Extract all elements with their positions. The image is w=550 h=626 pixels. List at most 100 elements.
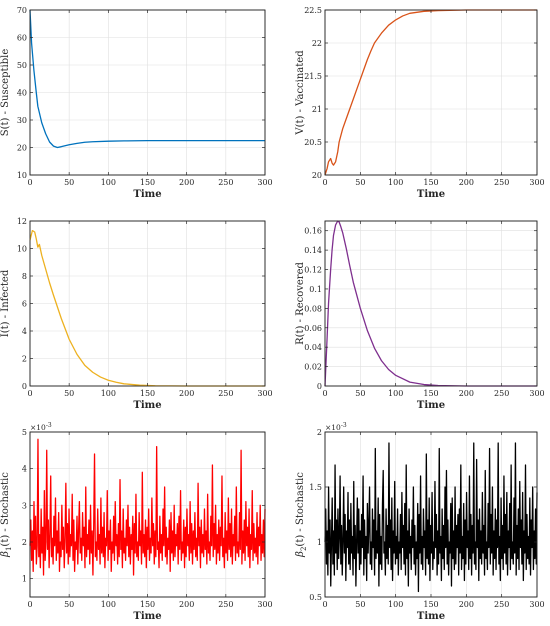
x-axis-label: Time xyxy=(133,611,161,622)
x-tick-label: 300 xyxy=(529,178,544,187)
y-axis-label: R(t) - Recovered xyxy=(295,261,306,344)
x-tick-label: 150 xyxy=(140,178,155,187)
y-tick-label: 4 xyxy=(22,327,27,336)
chart-panel-2: 0 50 100 150 200 250 300 20 20.5 21 21.5 22 22.5 Time… xyxy=(295,6,545,200)
x-axis-label: Time xyxy=(417,189,445,200)
x-tick-label: 300 xyxy=(257,389,272,398)
y-tick-label: 20 xyxy=(17,144,27,153)
x-axis-label: Time xyxy=(133,189,161,200)
y-tick-label: 20.5 xyxy=(304,138,322,147)
x-tick-label: 200 xyxy=(179,600,194,609)
x-tick-label: 250 xyxy=(218,178,233,187)
x-tick-label: 200 xyxy=(459,389,474,398)
y-tick-label: 0 xyxy=(22,382,27,391)
y-label-subscript: 1 xyxy=(5,547,13,551)
y-tick-label: 1 xyxy=(317,538,322,547)
series-line-1 xyxy=(29,9,265,149)
y-tick-label: 8 xyxy=(22,272,27,281)
y-tick-label: 2 xyxy=(317,428,322,437)
y-axis-label: β1(t) - Stochastic xyxy=(0,472,13,558)
y-tick-label: 0.5 xyxy=(309,593,322,602)
series-line-1 xyxy=(324,442,538,593)
x-tick-label: 0 xyxy=(322,600,327,609)
x-tick-label: 250 xyxy=(494,178,509,187)
x-tick-label: 0 xyxy=(322,178,327,187)
series-line-1 xyxy=(324,220,537,387)
x-tick-label: 250 xyxy=(494,389,509,398)
x-tick-label: 150 xyxy=(423,389,438,398)
x-tick-label: 50 xyxy=(64,389,74,398)
x-tick-label: 150 xyxy=(423,600,438,609)
x-tick-label: 50 xyxy=(355,178,365,187)
x-tick-label: 300 xyxy=(529,600,544,609)
y-tick-label: 1.5 xyxy=(309,483,322,492)
y-tick-label: 1 xyxy=(22,575,27,584)
x-tick-label: 50 xyxy=(355,389,365,398)
series-line-1 xyxy=(324,9,537,176)
y-tick-label: 0.08 xyxy=(304,304,322,313)
x-tick-label: 300 xyxy=(257,178,272,187)
y-tick-label: 10 xyxy=(17,245,27,254)
x-tick-label: 100 xyxy=(101,389,116,398)
y-tick-label: 21 xyxy=(312,105,322,114)
y-tick-label: 20 xyxy=(312,171,322,180)
y-tick-label: 0.12 xyxy=(304,266,322,275)
x-tick-label: 0 xyxy=(322,389,327,398)
y-exponent-label: ×10-3 xyxy=(325,422,347,432)
x-tick-label: 100 xyxy=(101,178,116,187)
exponent-base: ×10 xyxy=(30,423,46,432)
y-tick-label: 22.5 xyxy=(304,6,322,15)
y-tick-label: 2 xyxy=(22,355,27,364)
series-line-1 xyxy=(29,229,265,387)
y-axis-label: β2(t) - Stochastic xyxy=(295,472,308,558)
y-tick-label: 10 xyxy=(17,171,27,180)
y-label-rest: (t) - Stochastic xyxy=(0,472,11,547)
chart-panel-1: 0 50 100 150 200 250 300 10 20 30 40 50 60 70 Time S(t)… xyxy=(0,6,273,200)
chart-panel-3: 0 50 100 150 200 250 300 0 2 4 6 8 10 12 Time I(t) - In… xyxy=(0,217,273,411)
x-tick-label: 300 xyxy=(257,600,272,609)
exponent-power: -3 xyxy=(46,422,52,429)
x-tick-label: 0 xyxy=(27,389,32,398)
y-label-symbol: β xyxy=(0,551,11,558)
x-tick-label: 100 xyxy=(101,600,116,609)
y-tick-label: 0.02 xyxy=(304,363,322,372)
y-tick-label: 0.04 xyxy=(304,343,322,352)
y-tick-label: 21.5 xyxy=(304,72,322,81)
y-tick-label: 70 xyxy=(17,6,27,15)
y-label-subscript: 2 xyxy=(300,547,308,551)
y-tick-label: 60 xyxy=(17,34,27,43)
x-tick-label: 150 xyxy=(140,600,155,609)
x-tick-label: 200 xyxy=(459,178,474,187)
y-tick-label: 0.1 xyxy=(309,285,322,294)
y-tick-label: 30 xyxy=(17,116,27,125)
x-tick-label: 200 xyxy=(179,178,194,187)
x-tick-label: 0 xyxy=(27,600,32,609)
x-tick-label: 200 xyxy=(459,600,474,609)
x-tick-label: 50 xyxy=(64,600,74,609)
y-tick-label: 3 xyxy=(22,501,27,510)
x-axis-label: Time xyxy=(417,400,445,411)
y-axis-label: V(t) - Vaccinated xyxy=(295,50,306,136)
y-tick-label: 40 xyxy=(17,89,27,98)
chart-panel-4: 0 50 100 150 200 250 300 0 0.02 0.04 0.06 0.08 0.1 0.… xyxy=(295,220,545,411)
y-tick-label: 22 xyxy=(312,39,322,48)
y-label-symbol: β xyxy=(295,551,306,558)
x-tick-label: 150 xyxy=(423,178,438,187)
y-tick-label: 2 xyxy=(22,538,27,547)
x-tick-label: 300 xyxy=(529,389,544,398)
x-tick-label: 100 xyxy=(388,389,403,398)
x-tick-label: 250 xyxy=(494,600,509,609)
x-tick-label: 0 xyxy=(27,178,32,187)
y-tick-label: 6 xyxy=(22,300,27,309)
y-label-rest: (t) - Stochastic xyxy=(295,472,306,547)
y-tick-label: 12 xyxy=(17,217,27,226)
y-exponent-label: ×10-3 xyxy=(30,422,52,432)
x-tick-label: 100 xyxy=(388,178,403,187)
exponent-power: -3 xyxy=(341,422,347,429)
x-tick-label: 50 xyxy=(64,178,74,187)
x-axis-label: Time xyxy=(133,400,161,411)
x-tick-label: 50 xyxy=(355,600,365,609)
